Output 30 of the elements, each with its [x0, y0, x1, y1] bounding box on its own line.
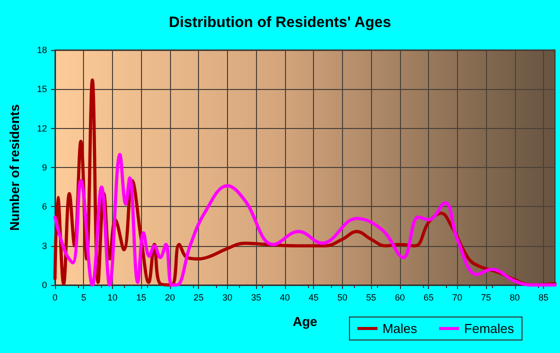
x-tick-label: 85 [538, 292, 549, 302]
x-tick-label: 50 [337, 292, 348, 302]
legend-label: Females [464, 321, 514, 336]
chart-title: Distribution of Residents' Ages [168, 14, 392, 31]
y-tick-label: 6 [42, 202, 47, 212]
x-tick-label: 35 [251, 292, 262, 302]
x-tick-label: 10 [107, 292, 118, 302]
x-tick-label: 5 [81, 292, 86, 302]
y-tick-label: 12 [36, 123, 47, 134]
y-tick-label: 0 [42, 280, 47, 290]
x-tick-label: 70 [452, 292, 462, 302]
x-tick-label: 20 [164, 292, 175, 302]
x-tick-label: 65 [424, 292, 434, 302]
x-tick-label: 25 [194, 292, 204, 302]
x-tick-label: 60 [394, 292, 405, 302]
y-tick-label: 15 [36, 84, 47, 94]
x-tick-label: 15 [136, 292, 146, 302]
x-tick-label: 75 [481, 292, 492, 302]
x-tick-label: 30 [222, 292, 232, 302]
y-tick-label: 18 [36, 45, 47, 55]
y-axis-title: Number of residents [7, 104, 22, 231]
x-tick-label: 45 [308, 292, 319, 302]
legend-label: Males [382, 321, 418, 336]
x-tick-label: 55 [366, 292, 376, 302]
x-tick-label: 0 [52, 292, 58, 302]
x-axis-title: Age [292, 314, 318, 329]
x-tick-label: 40 [280, 292, 290, 302]
x-tick-label: 80 [510, 292, 520, 302]
y-tick-label: 3 [42, 240, 47, 251]
y-tick-label: 9 [42, 162, 47, 172]
